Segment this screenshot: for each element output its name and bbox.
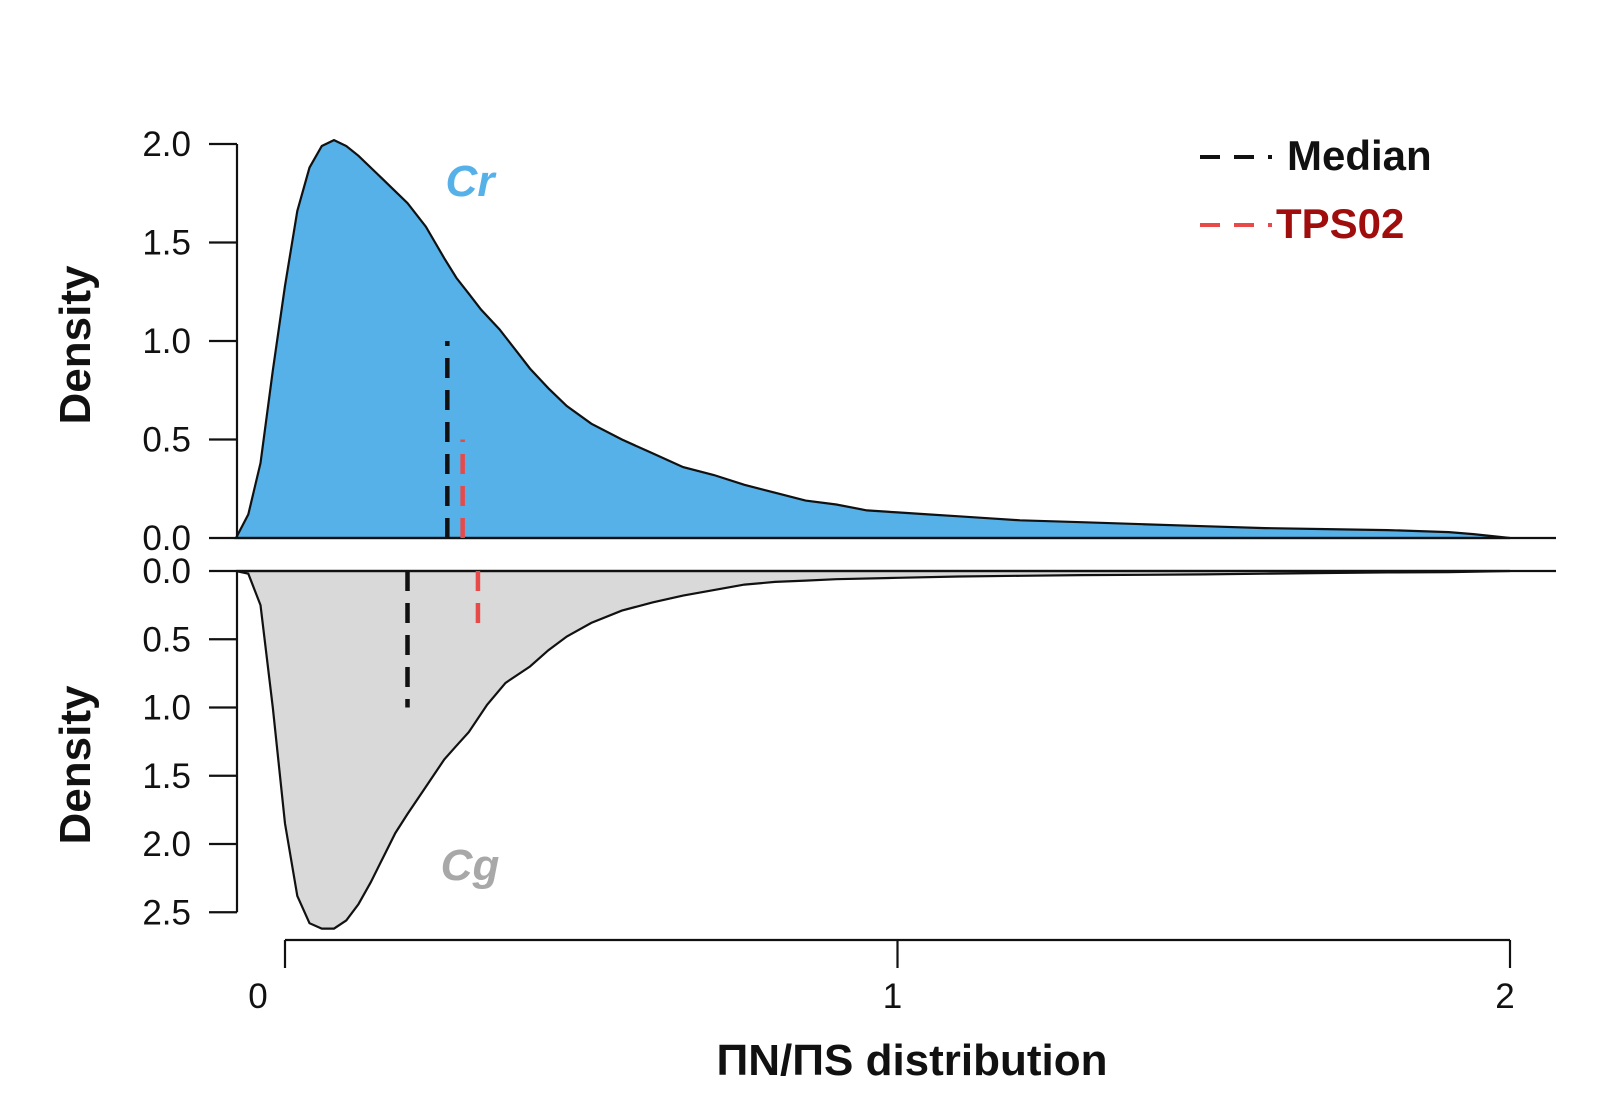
x-tick-label: 2: [1495, 977, 1514, 1016]
bottom-y-axis-title: Density: [51, 685, 100, 844]
cg-series-label: Cg: [441, 841, 500, 890]
cg-y-tick-label: 1.0: [142, 689, 191, 728]
top-y-axis-title: Density: [51, 265, 100, 424]
cg-y-tick-label: 0.5: [142, 620, 191, 659]
cr-density-area: [234, 138, 1511, 540]
cg-y-tick-label: 2.5: [142, 893, 191, 932]
cg-y-tick-label: 1.5: [142, 757, 191, 796]
legend-median-label: Median: [1287, 132, 1432, 179]
cr-y-tick-label: 1.5: [142, 224, 191, 263]
x-tick-label: 0: [248, 977, 267, 1016]
cr-y-tick-label: 0.0: [142, 519, 191, 558]
cr-y-tick-label: 0.5: [142, 421, 191, 460]
cr-density-panel: 0.0 0.5 1.0 1.5 2.0: [142, 125, 1556, 558]
cg-density-panel: 0.0 0.5 1.0 1.5 2.0 2.5: [142, 552, 1556, 932]
cr-series-label: Cr: [446, 157, 498, 206]
legend-tps02-label: TPS02: [1276, 200, 1404, 247]
cg-y-tick-label: 0.0: [142, 552, 191, 591]
x-tick-label: 1: [883, 977, 902, 1016]
cg-density-area: [235, 569, 1511, 930]
cr-y-tick-label: 2.0: [142, 125, 191, 164]
legend: Median TPS02: [1200, 132, 1432, 247]
x-axis: 0 1 2: [248, 938, 1515, 1016]
cg-y-tick-label: 2.0: [142, 825, 191, 864]
x-axis-title: ΠN/ΠS distribution: [716, 1036, 1107, 1085]
cr-y-tick-label: 1.0: [142, 322, 191, 361]
